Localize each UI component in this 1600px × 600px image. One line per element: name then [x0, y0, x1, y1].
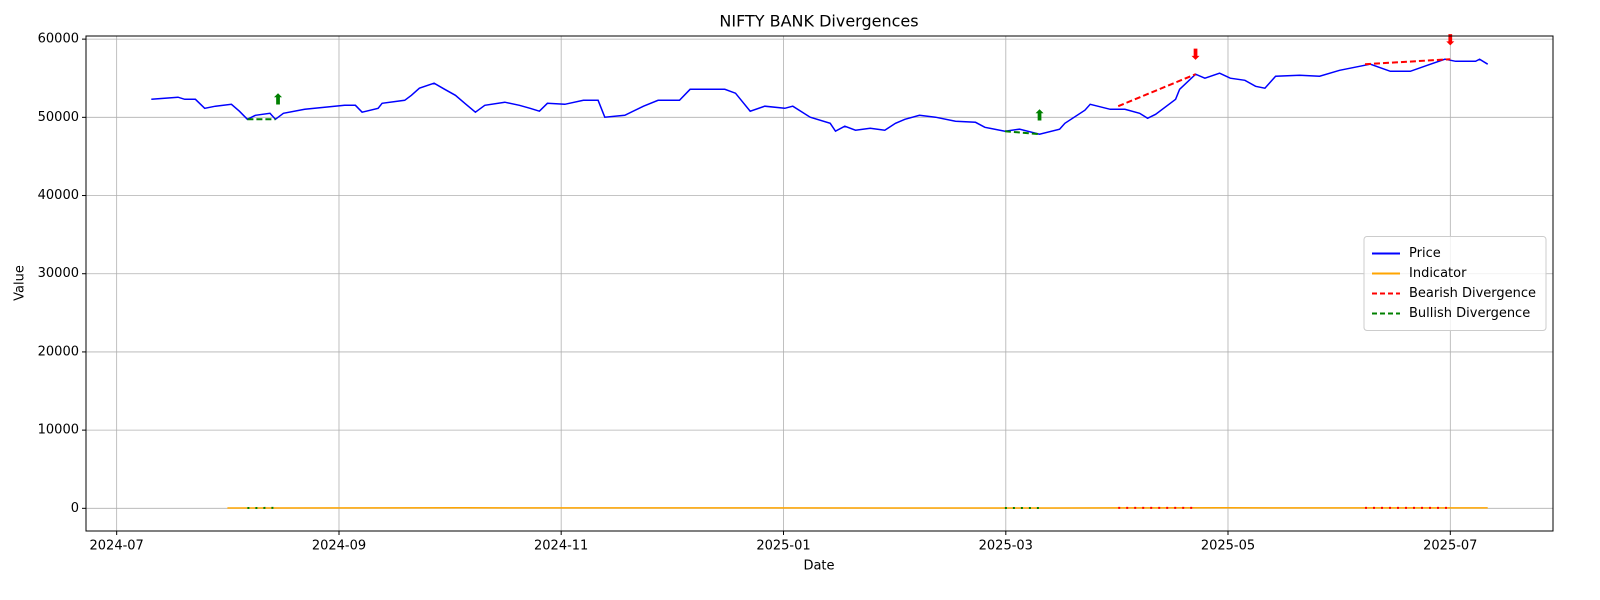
x-tick-label: 2025-03 [979, 539, 1033, 554]
x-tick-label: 2024-11 [534, 539, 588, 554]
legend-label: Bullish Divergence [1409, 306, 1530, 321]
y-tick-label: 20000 [38, 344, 79, 359]
annotation-arrow: ⬆ [272, 91, 285, 109]
series-line [151, 58, 1489, 135]
legend-label: Bearish Divergence [1409, 286, 1536, 301]
y-tick-label: 0 [71, 501, 79, 516]
x-axis-label: Date [803, 559, 834, 574]
legend-box [1363, 236, 1547, 331]
y-tick-label: 10000 [38, 423, 79, 438]
x-tick-label: 2024-07 [90, 539, 144, 554]
series-line [1117, 58, 1451, 108]
x-tick-label: 2025-05 [1201, 539, 1255, 554]
plot-frame [85, 35, 1554, 532]
annotation-arrow: ⬆ [1033, 106, 1046, 124]
legend: Price Indicator Bearish Divergence Bullish … [1363, 236, 1547, 331]
annotation-arrow: ⬇ [1444, 31, 1457, 49]
y-tick-label: 30000 [38, 266, 79, 281]
x-tick-label: 2025-01 [756, 539, 810, 554]
y-axis-label: Value [13, 265, 28, 301]
y-tick-label: 60000 [38, 32, 79, 47]
series-line [247, 118, 1040, 136]
legend-label: Indicator [1409, 266, 1467, 281]
annotation-arrow: ⬇ [1189, 45, 1202, 63]
x-tick-label: 2025-07 [1423, 539, 1477, 554]
y-tick-label: 50000 [38, 110, 79, 125]
y-tick-label: 40000 [38, 188, 79, 203]
chart-title: NIFTY BANK Divergences [719, 12, 918, 31]
x-tick-label: 2024-09 [312, 539, 366, 554]
legend-label: Price [1409, 246, 1441, 261]
